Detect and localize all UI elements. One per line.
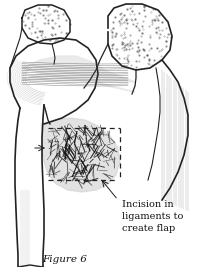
Polygon shape <box>22 56 135 92</box>
Polygon shape <box>15 95 44 267</box>
Polygon shape <box>158 64 190 220</box>
Text: Figure 6: Figure 6 <box>42 255 87 264</box>
Polygon shape <box>22 5 70 40</box>
Polygon shape <box>42 118 120 192</box>
Polygon shape <box>10 52 98 135</box>
Polygon shape <box>106 5 175 68</box>
Text: Incision in
ligaments to
create flap: Incision in ligaments to create flap <box>122 200 183 233</box>
